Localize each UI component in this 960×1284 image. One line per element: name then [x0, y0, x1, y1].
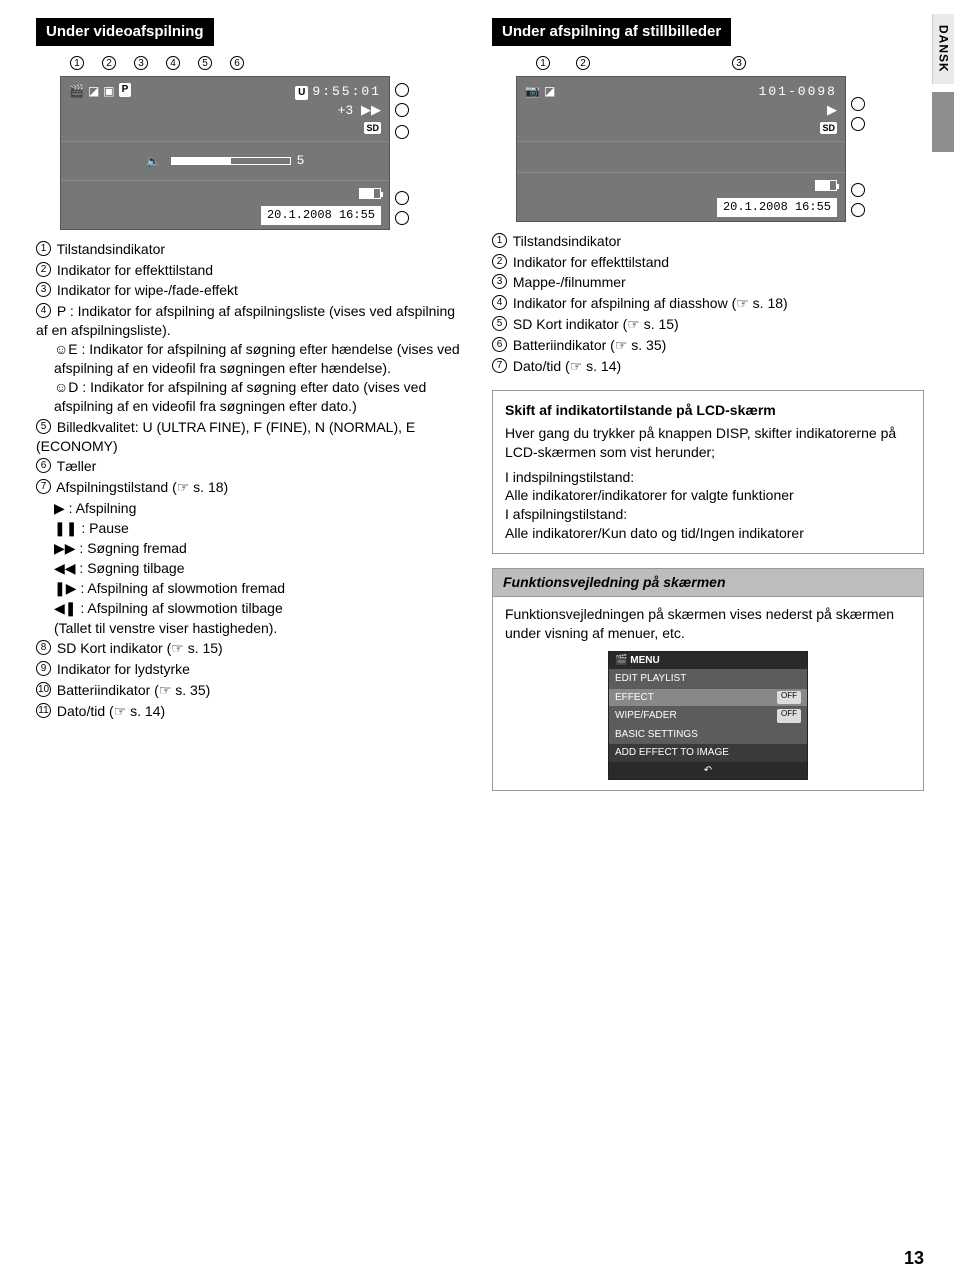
battery-icon: [815, 180, 837, 191]
datetime: 20.1.2008 16:55: [717, 198, 837, 216]
left-column: Under videoafspilning 1 2 3 4 5 6 🎬 ◪ ▣ …: [36, 18, 468, 791]
callout-num: 2: [576, 56, 590, 70]
speaker-icon: 🔈: [146, 153, 161, 169]
speed: +3: [338, 103, 354, 118]
volume-value: 5: [297, 152, 305, 170]
callout-num: 6: [851, 183, 865, 197]
sd-icon: SD: [364, 122, 381, 134]
battery-icon: [359, 188, 381, 199]
right-legend: 1 Tilstandsindikator 2 Indikator for eff…: [492, 232, 924, 376]
play-icon: ▶: [827, 102, 837, 117]
callout-num: 2: [102, 56, 116, 70]
quality-badge: U: [295, 86, 308, 100]
left-legend: 1 Tilstandsindikator 2 Indikator for eff…: [36, 240, 468, 721]
callout-num: 3: [732, 56, 746, 70]
callout-num: 6: [230, 56, 244, 70]
menu-screenshot: 🎬 MENU EDIT PLAYLIST EFFECTOFF WIPE/FADE…: [608, 651, 808, 781]
ff-icon: ▶▶: [361, 102, 381, 117]
callout-num: 1: [536, 56, 550, 70]
func-title: Funktionsvejledning på skærmen: [493, 569, 923, 597]
page-number: 13: [904, 1246, 924, 1270]
callout-num: 4: [166, 56, 180, 70]
effect-icon: ◪: [88, 83, 99, 99]
right-lcd: 📷 ◪ 101-0098 ▶ SD 20.1.2008 16:55 4 5: [516, 76, 846, 221]
callout-num: 11: [395, 211, 409, 225]
menu-label: 🎬: [615, 655, 630, 666]
indicator-modes-box: Skift af indikatortilstande på LCD-skærm…: [492, 390, 924, 554]
callout-num: 5: [198, 56, 212, 70]
callout-num: 9: [395, 125, 409, 139]
left-top-callouts: 1 2 3 4 5 6: [70, 56, 468, 70]
folder-file: 101-0098: [759, 84, 837, 99]
callout-num: 3: [134, 56, 148, 70]
function-guide-box: Funktionsvejledning på skærmen Funktions…: [492, 568, 924, 791]
wipe-icon: ▣: [103, 83, 114, 99]
callout-num: 7: [851, 203, 865, 217]
right-title: Under afspilning af stillbilleder: [492, 18, 731, 46]
callout-num: 4: [851, 97, 865, 111]
right-top-callouts: 1 2 3: [536, 56, 924, 70]
photo-icon: 📷: [525, 83, 540, 99]
left-lcd: 🎬 ◪ ▣ P U 9:55:01 +3 ▶▶ SD 🔈 5: [60, 76, 390, 229]
language-tab: DANSK: [932, 14, 954, 84]
left-title: Under videoafspilning: [36, 18, 214, 46]
callout-num: 7: [395, 83, 409, 97]
video-icon: 🎬: [69, 83, 84, 99]
language-tab-label: DANSK: [935, 25, 951, 73]
counter: 9:55:01: [312, 84, 381, 99]
effect-icon: ◪: [544, 83, 555, 99]
right-column: Under afspilning af stillbilleder 1 2 3 …: [492, 18, 924, 791]
note-title: Skift af indikatortilstande på LCD-skærm: [505, 401, 911, 420]
mode-badge: P: [119, 83, 132, 97]
callout-num: 8: [395, 103, 409, 117]
func-body: Funktionsvejledningen på skærmen vises n…: [505, 605, 911, 643]
callout-num: 5: [851, 117, 865, 131]
datetime: 20.1.2008 16:55: [261, 206, 381, 224]
callout-num: 1: [70, 56, 84, 70]
side-accent: [932, 92, 954, 152]
sd-icon: SD: [820, 122, 837, 134]
callout-num: 10: [395, 191, 409, 205]
